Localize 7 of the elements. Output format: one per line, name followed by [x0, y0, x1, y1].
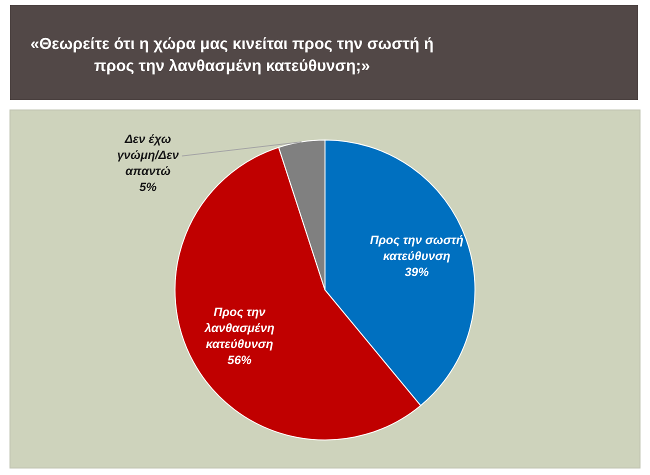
slice-label: Προς την λανθασμένη κατεύθυνση	[204, 305, 274, 352]
data-label: 39%	[404, 265, 430, 280]
data-label: 56%	[228, 353, 252, 368]
slice-label: Προς την σωστή κατεύθυνση	[370, 233, 464, 264]
chart-title: «Θεωρείτε ότι η χώρα μας κινείται προς την σωστή ή προς την λανθασμένη κατεύθυνση;»	[30, 36, 434, 76]
data-label: 5%	[139, 180, 157, 194]
slice-label: Δεν έχω γνώμη/Δεν απαντώ	[117, 132, 180, 178]
